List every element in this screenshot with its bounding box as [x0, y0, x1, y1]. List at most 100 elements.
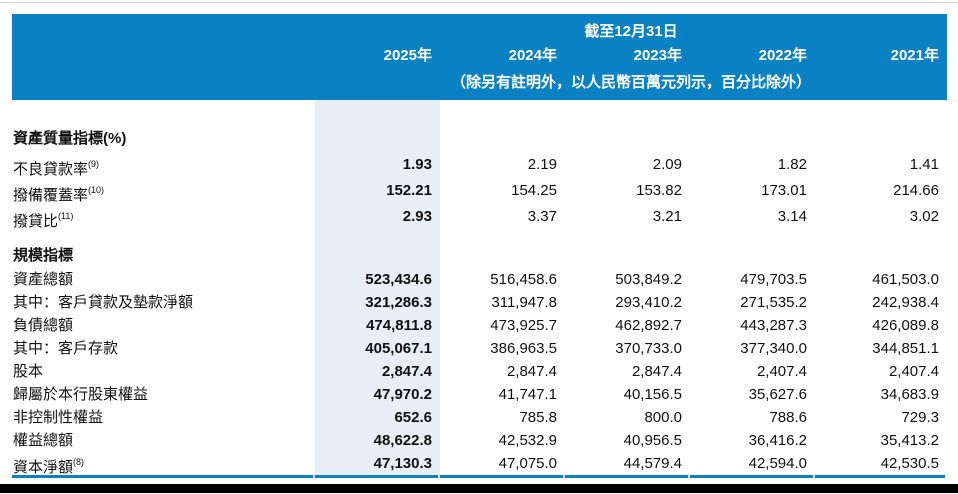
- cell-2022: 173.01: [761, 182, 807, 199]
- highlight-2025-column: [315, 100, 440, 126]
- year-header-2022: 2022年: [758, 47, 807, 64]
- row-label: 資本淨額: [13, 459, 74, 475]
- cell-2025: 2.93: [315, 204, 440, 230]
- row-label: 權益總額: [13, 432, 74, 449]
- cell-2023: 40,156.5: [623, 386, 682, 403]
- cell-2024: 2,847.4: [506, 363, 557, 380]
- cell-2024: 785.8: [519, 409, 557, 426]
- cell-2022: 479,703.5: [740, 271, 807, 288]
- cell-2021: 34,683.9: [880, 386, 939, 403]
- footnote-ref: (10): [88, 185, 105, 195]
- row-label: 負債總額: [13, 317, 74, 334]
- cell-2025: 152.21: [315, 178, 440, 204]
- table-body: 資產質量指標(%) 不良貸款率(9) 1.93 2.19 2.09 1.82 1…: [12, 100, 947, 475]
- cell-2022: 35,627.6: [748, 386, 807, 403]
- cell-2022: 36,416.2: [748, 432, 807, 449]
- cell-2023: 462,892.7: [615, 317, 682, 334]
- cell-2021: 344,851.1: [872, 340, 939, 357]
- cell-2024: 154.25: [511, 182, 557, 199]
- row-label: 撥備覆蓋率: [13, 187, 89, 204]
- cell-2025: 2,847.4: [315, 360, 440, 383]
- section-heading-row: 資產質量指標(%): [12, 126, 947, 152]
- cell-2022: 42,594.0: [748, 455, 807, 472]
- cell-2024: 2.19: [527, 156, 557, 173]
- year-header-2021: 2021年: [890, 47, 939, 64]
- table-row-provision-coverage: 撥備覆蓋率(10) 152.21 154.25 153.82 173.01 21…: [12, 178, 947, 204]
- cell-2025: 47,130.3: [315, 452, 440, 475]
- cell-2024: 42,532.9: [498, 432, 557, 449]
- cell-2025: 474,811.8: [315, 314, 440, 337]
- cell-2023: 370,733.0: [615, 340, 682, 357]
- cell-2022: 377,340.0: [740, 340, 807, 357]
- table-row-share-capital: 股本 2,847.4 2,847.4 2,847.4 2,407.4 2,407…: [12, 360, 947, 383]
- cell-2023: 3.21: [652, 208, 682, 225]
- row-label: 撥貸比: [13, 213, 59, 230]
- table-bottom-rule: [12, 475, 947, 478]
- cell-2023: 2,847.4: [631, 363, 682, 380]
- row-label: 資產總額: [13, 271, 74, 288]
- header-caption: 截至12月31日: [584, 23, 678, 40]
- year-header-2025: 2025年: [383, 47, 432, 64]
- table-row-non-controlling-interests: 非控制性權益 652.6 785.8 800.0 788.6 729.3: [12, 406, 947, 429]
- financial-indicators-table: 截至12月31日 2025年 2024年 2023年 2022年 2021年 （…: [12, 14, 947, 478]
- cell-2021: 1.41: [909, 156, 939, 173]
- cell-2023: 44,579.4: [623, 455, 682, 472]
- cell-2024: 41,747.1: [498, 386, 557, 403]
- row-label: 其中：客戶存款: [13, 340, 119, 357]
- cell-2024: 47,075.0: [498, 455, 557, 472]
- spacer-row: [12, 230, 947, 244]
- section-heading-scale: 規模指標: [13, 247, 74, 264]
- cell-2022: 1.82: [777, 156, 807, 173]
- cell-2023: 40,956.5: [623, 432, 682, 449]
- row-label: 股本: [13, 363, 44, 380]
- cell-2023: 503,849.2: [615, 271, 682, 288]
- table-row-total-liabilities: 負債總額 474,811.8 473,925.7 462,892.7 443,2…: [12, 314, 947, 337]
- top-hairline: [0, 2, 958, 3]
- cell-2021: 214.66: [893, 182, 939, 199]
- table-row-npl-ratio: 不良貸款率(9) 1.93 2.19 2.09 1.82 1.41: [12, 152, 947, 178]
- cell-2021: 35,413.2: [880, 432, 939, 449]
- table-row-total-assets: 資產總額 523,434.6 516,458.6 503,849.2 479,7…: [12, 268, 947, 291]
- cell-2022: 3.14: [777, 208, 807, 225]
- row-label: 其中：客戶貸款及墊款淨額: [13, 294, 194, 311]
- bottom-black-bar: [0, 484, 958, 493]
- year-header-2024: 2024年: [508, 47, 557, 64]
- header-unit-note: （除另有註明外，以人民幣百萬元列示，百分比除外）: [450, 74, 811, 91]
- cell-2024: 311,947.8: [491, 294, 557, 311]
- cell-2023: 293,410.2: [615, 294, 682, 311]
- cell-2025: 48,622.8: [315, 429, 440, 452]
- row-label: 非控制性權益: [13, 409, 104, 426]
- cell-2023: 153.82: [636, 182, 682, 199]
- table-row-equity-attributable: 歸屬於本行股東權益 47,970.2 41,747.1 40,156.5 35,…: [12, 383, 947, 406]
- cell-2025: 405,067.1: [315, 337, 440, 360]
- cell-2024: 3.37: [527, 208, 557, 225]
- cell-2021: 2,407.4: [888, 363, 939, 380]
- cell-2021: 42,530.5: [880, 455, 939, 472]
- footnote-ref: (9): [88, 159, 100, 169]
- table-row-total-equity: 權益總額 48,622.8 42,532.9 40,956.5 36,416.2…: [12, 429, 947, 452]
- footnote-ref: (8): [73, 457, 85, 467]
- cell-2025: 1.93: [315, 152, 440, 178]
- cell-2022: 443,287.3: [740, 317, 807, 334]
- cell-2022: 271,535.2: [740, 294, 807, 311]
- table-row-net-loans: 其中：客戶貸款及墊款淨額 321,286.3 311,947.8 293,410…: [12, 291, 947, 314]
- table-row-net-capital: 資本淨額(8) 47,130.3 47,075.0 44,579.4 42,59…: [12, 452, 947, 475]
- table-header-band: 截至12月31日 2025年 2024年 2023年 2022年 2021年 （…: [12, 14, 947, 100]
- cell-2025: 47,970.2: [315, 383, 440, 406]
- spacer-row: [12, 100, 947, 126]
- cell-2024: 386,963.5: [490, 340, 557, 357]
- table-row-provision-loan-ratio: 撥貸比(11) 2.93 3.37 3.21 3.14 3.02: [12, 204, 947, 230]
- footnote-ref: (11): [58, 211, 74, 221]
- cell-2025: 321,286.3: [315, 291, 440, 314]
- cell-2021: 729.3: [901, 409, 939, 426]
- cell-2024: 473,925.7: [490, 317, 557, 334]
- cell-2021: 461,503.0: [872, 271, 939, 288]
- cell-2021: 3.02: [909, 208, 939, 225]
- row-label: 歸屬於本行股東權益: [13, 386, 149, 403]
- cell-2023: 2.09: [652, 156, 682, 173]
- cell-2021: 242,938.4: [872, 294, 939, 311]
- label-column-header: [12, 44, 315, 68]
- year-header-row: 2025年 2024年 2023年 2022年 2021年: [12, 44, 947, 68]
- cell-2023: 800.0: [644, 409, 682, 426]
